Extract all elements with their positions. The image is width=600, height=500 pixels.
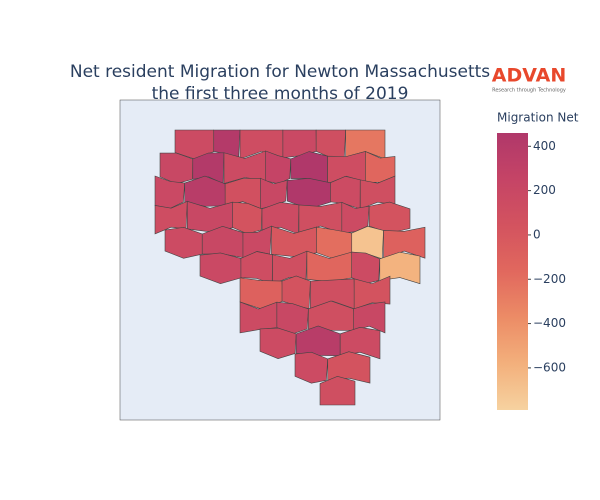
colorbar: [497, 133, 528, 410]
logo: ADVAN: [492, 65, 567, 87]
colorbar-tick-label: −400: [533, 316, 566, 330]
region: [232, 201, 263, 235]
region: [315, 129, 346, 158]
region: [368, 201, 411, 234]
region: [351, 251, 381, 285]
colorbar-title: Migration Net: [497, 111, 579, 125]
chart-title: Net resident Migration for Newton Massac…: [70, 62, 490, 82]
map: [154, 129, 426, 406]
region: [259, 327, 297, 360]
region: [294, 351, 329, 384]
colorbar-tick-label: −600: [533, 360, 566, 374]
chart-title: the first three months of 2019: [152, 84, 409, 104]
colorbar-ticks: 400 200 0 −200 −400 −600: [528, 139, 566, 374]
region: [319, 375, 356, 406]
region: [276, 301, 309, 335]
colorbar-tick-label: 400: [533, 139, 556, 153]
logo-tagline: Research through Technology: [492, 88, 566, 94]
region: [159, 152, 194, 185]
colorbar-tick-label: 0: [533, 227, 541, 241]
colorbar-tick-label: −200: [533, 272, 566, 286]
colorbar-tick-label: 200: [533, 183, 556, 197]
